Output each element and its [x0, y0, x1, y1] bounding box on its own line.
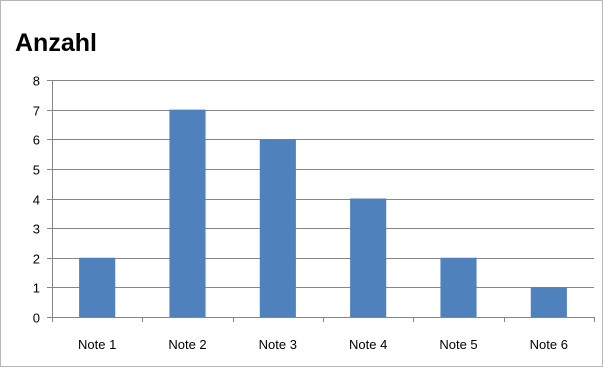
x-tick-label: Note 4 — [349, 337, 387, 352]
bar — [440, 257, 477, 317]
y-tick-label: 3 — [33, 222, 40, 237]
y-tick-label: 7 — [33, 104, 40, 119]
axes — [47, 80, 595, 322]
y-tick-labels: 0 1 2 3 4 5 6 7 8 — [33, 74, 40, 326]
x-tick-label: Note 1 — [78, 337, 116, 352]
y-tick-label: 4 — [33, 193, 40, 208]
y-tick-label: 0 — [33, 311, 40, 326]
bar — [259, 139, 296, 317]
x-tick-label: Note 6 — [530, 337, 568, 352]
y-tick-label: 6 — [33, 133, 40, 148]
y-tick-label: 8 — [33, 74, 40, 89]
chart-title: Anzahl — [15, 29, 97, 57]
bars — [79, 109, 567, 317]
y-tick-label: 1 — [33, 281, 40, 296]
x-tick-label: Note 5 — [439, 337, 477, 352]
gridlines — [52, 80, 594, 288]
bar — [350, 198, 387, 317]
y-tick-label: 5 — [33, 163, 40, 178]
y-tick-label: 2 — [33, 252, 40, 267]
x-tick-label: Note 2 — [168, 337, 206, 352]
bar — [530, 287, 567, 317]
x-tick-label: Note 3 — [259, 337, 297, 352]
bar — [169, 109, 206, 317]
bar — [79, 257, 116, 317]
x-tick-labels: Note 1 Note 2 Note 3 Note 4 Note 5 Note 6 — [78, 337, 568, 352]
